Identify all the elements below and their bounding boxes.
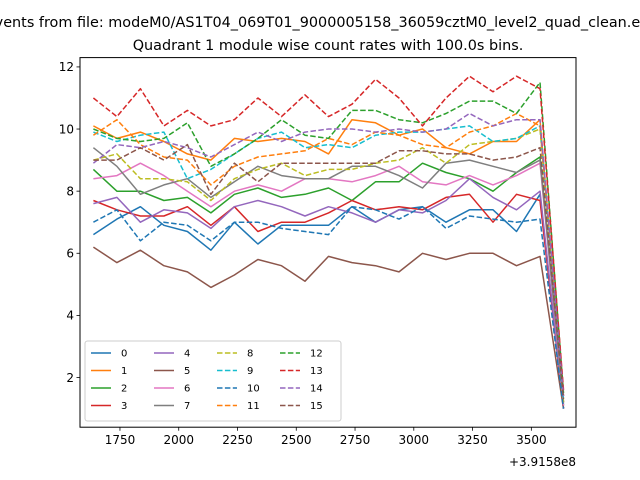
legend-label-14: 14	[310, 384, 323, 395]
figure-suptitle: Events from file: modeM0/AS1T04_069T01_9…	[0, 15, 640, 31]
legend-label-13: 13	[310, 366, 323, 377]
y-tick-label-2: 2	[66, 371, 74, 385]
series-line-13	[92, 75, 565, 390]
legend-label-3: 3	[121, 401, 127, 412]
series-layer	[92, 75, 565, 409]
legend-label-7: 7	[184, 401, 190, 412]
chart-title: Quadrant 1 module wise count rates with …	[133, 38, 524, 54]
y-axis: 2 4 6 8 10 12	[59, 60, 80, 385]
y-tick-label-10: 10	[59, 122, 74, 136]
legend-label-8: 8	[247, 349, 253, 360]
x-tick-label-2000: 2000	[163, 433, 194, 447]
legend-label-9: 9	[247, 366, 253, 377]
legend-label-5: 5	[184, 366, 190, 377]
series-line-9	[93, 125, 565, 400]
series-line-8	[93, 128, 565, 403]
series-line-12	[93, 81, 565, 394]
legend-label-0: 0	[121, 349, 127, 360]
series-line-2	[92, 156, 565, 406]
x-tick-label-3250: 3250	[457, 433, 488, 447]
series-line-7	[92, 147, 565, 403]
series-line-0	[92, 193, 565, 409]
x-tick-label-3000: 3000	[399, 433, 430, 447]
legend-label-15: 15	[310, 401, 323, 412]
legend-box	[84, 340, 342, 422]
legend-label-6: 6	[184, 384, 190, 395]
x-tick-label-1750: 1750	[105, 433, 136, 447]
x-tick-label-2500: 2500	[281, 433, 312, 447]
x-tick-label-2250: 2250	[222, 433, 253, 447]
y-tick-label-8: 8	[66, 184, 74, 198]
axes-frame	[79, 57, 577, 428]
y-tick-label-6: 6	[66, 247, 74, 261]
legend-label-10: 10	[247, 384, 260, 395]
series-line-4	[93, 177, 565, 409]
x-offset-label: +3.9158e8	[509, 455, 576, 469]
x-axis: 1750 2000 2250 2500 2750 3000 3250 3500	[105, 427, 547, 447]
series-line-5	[92, 246, 565, 409]
series-line-14	[92, 112, 565, 397]
x-tick-label-2750: 2750	[340, 433, 371, 447]
legend-label-11: 11	[247, 401, 260, 412]
legend-label-2: 2	[121, 384, 127, 395]
y-tick-label-12: 12	[59, 60, 74, 74]
legend-label-12: 12	[310, 349, 323, 360]
series-line-15	[93, 143, 565, 400]
legend-label-4: 4	[184, 349, 190, 360]
series-line-10	[93, 205, 565, 409]
y-tick-label-4: 4	[66, 309, 74, 323]
x-tick-label-3500: 3500	[516, 433, 547, 447]
series-line-11	[92, 112, 565, 397]
legend-label-1: 1	[121, 366, 127, 377]
series-line-3	[93, 193, 565, 409]
series-line-1	[93, 118, 565, 403]
